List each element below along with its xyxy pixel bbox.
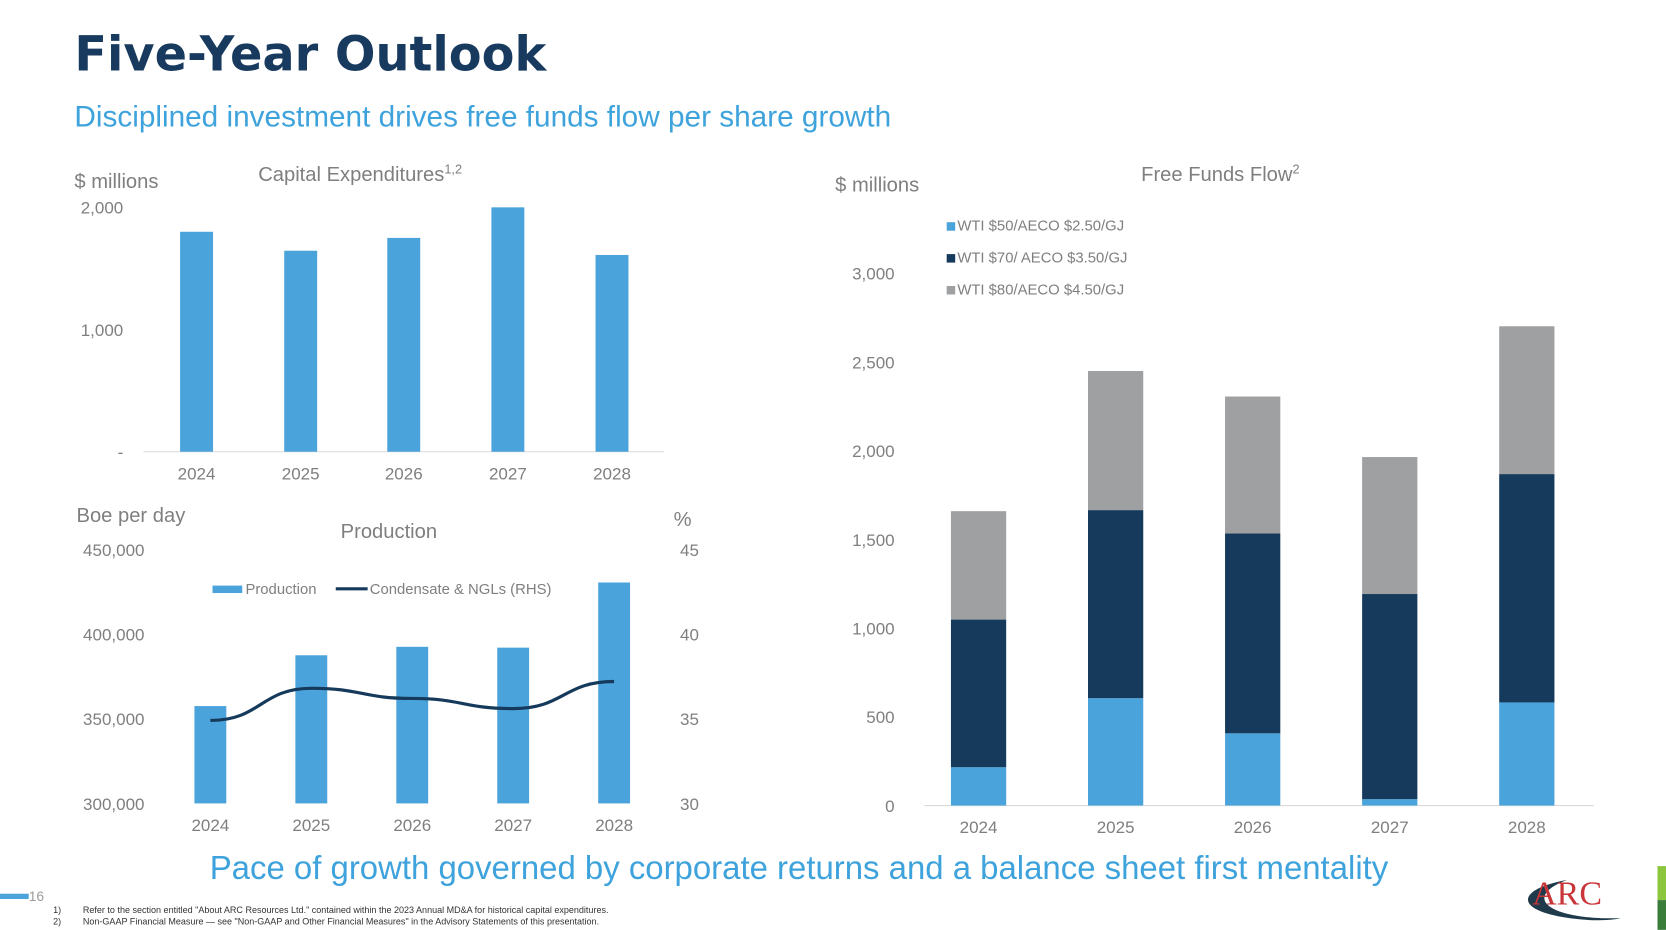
production-ytick-right: 35 — [680, 710, 699, 729]
bottom-statement: Pace of growth governed by corporate ret… — [210, 849, 1389, 886]
legend-wti80-label: WTI $80/AECO $4.50/GJ — [957, 282, 1124, 298]
fff-ytick: 0 — [885, 797, 894, 816]
capex-xtick: 2025 — [282, 464, 320, 483]
fff-bar-2028-series-2 — [1499, 326, 1555, 475]
fff-bar-2024-series-2 — [950, 511, 1007, 620]
production-xtick: 2025 — [292, 816, 330, 835]
capex-chart: $ millions Capital Expenditures1,2 - 1,00… — [74, 161, 665, 483]
footnote-1: Refer to the section entitled "About ARC… — [83, 905, 609, 915]
legend-wti80-swatch — [946, 285, 956, 295]
fff-xtick: 2024 — [960, 818, 998, 837]
page-title: Five-Year Outlook — [74, 27, 547, 82]
production-ytick-right: 30 — [680, 795, 699, 814]
capex-bar-2024 — [180, 231, 214, 452]
capex-xtick: 2024 — [178, 464, 216, 483]
capex-ytick: 1,000 — [81, 321, 124, 340]
production-ytick: 300,000 — [83, 795, 144, 814]
arc-logo: ARC — [1527, 875, 1621, 921]
brand-bar-lime — [1657, 866, 1666, 901]
production-bar-2026 — [396, 646, 429, 804]
capex-bar-2027 — [491, 207, 525, 452]
fff-bar-2027-series-1 — [1362, 594, 1418, 800]
fff-xtick: 2025 — [1097, 818, 1135, 837]
production-ylabel-right: % — [674, 509, 692, 531]
production-ytick-right: 40 — [680, 625, 699, 644]
fff-title: Free Funds Flow2 — [1141, 161, 1299, 185]
capex-xtick: 2026 — [385, 464, 423, 483]
production-bar-2025 — [295, 655, 328, 804]
production-title: Production — [341, 521, 437, 543]
production-ytick: 350,000 — [83, 710, 144, 729]
fff-bar-2026-series-2 — [1225, 396, 1281, 534]
capex-ytick: 2,000 — [81, 199, 124, 218]
footnote-1-num: 1) — [53, 905, 61, 915]
capex-bar-2028 — [595, 254, 629, 452]
fff-bar-2027-series-0 — [1362, 799, 1418, 806]
legend-production-swatch — [212, 585, 243, 594]
fff-bar-2026-series-0 — [1225, 733, 1281, 806]
fff-bar-2024-series-1 — [950, 619, 1007, 768]
fff-ytick: 500 — [866, 708, 894, 727]
legend-wti50-label: WTI $50/AECO $2.50/GJ — [957, 219, 1124, 235]
legend-condensate-label: Condensate & NGLs (RHS) — [370, 582, 552, 598]
fff-bar-2027-series-2 — [1362, 457, 1418, 595]
capex-bar-2026 — [387, 237, 421, 452]
legend-wti50-swatch — [946, 222, 956, 231]
production-bar-2028 — [598, 582, 631, 804]
production-chart: Boe per day % Production Production Cond… — [77, 505, 699, 835]
fff-xtick: 2026 — [1234, 818, 1272, 837]
fff-xtick: 2027 — [1371, 818, 1409, 837]
page-subtitle: Disciplined investment drives free funds… — [74, 101, 891, 134]
page-number: 16 — [29, 888, 45, 904]
production-ytick-right: 45 — [680, 541, 699, 560]
capex-xtick: 2027 — [489, 464, 527, 483]
capex-bar-2025 — [284, 250, 318, 452]
production-xtick: 2028 — [595, 816, 633, 835]
capex-xtick: 2028 — [593, 464, 631, 483]
fff-ylabel: $ millions — [835, 174, 919, 196]
legend-wti70-swatch — [946, 254, 956, 263]
fff-bar-2025-series-1 — [1088, 510, 1144, 699]
svg-text:ARC: ARC — [1532, 875, 1602, 912]
production-ylabel: Boe per day — [77, 505, 187, 527]
fff-ytick: 1,500 — [852, 531, 895, 550]
fff-bar-2025-series-0 — [1088, 698, 1144, 806]
fff-bar-2026-series-1 — [1225, 533, 1281, 734]
fff-xtick: 2028 — [1508, 818, 1546, 837]
production-bar-2027 — [497, 647, 530, 804]
fff-ytick: 3,000 — [852, 265, 895, 284]
production-xtick: 2026 — [393, 816, 431, 835]
production-ytick: 400,000 — [83, 625, 144, 644]
capex-ylabel: $ millions — [74, 171, 158, 193]
legend-wti70-label: WTI $70/ AECO $3.50/GJ — [957, 251, 1127, 267]
fff-bar-2025-series-2 — [1088, 370, 1144, 511]
production-xtick: 2027 — [494, 816, 532, 835]
fff-ytick: 1,000 — [852, 619, 895, 638]
footnote-2: Non-GAAP Financial Measure — see "Non-GA… — [83, 917, 599, 927]
capex-ytick: - — [118, 443, 124, 462]
page-marker — [0, 893, 29, 900]
footnote-2-num: 2) — [53, 917, 61, 927]
condensate-line — [210, 679, 615, 723]
production-ytick: 450,000 — [83, 541, 144, 560]
production-xtick: 2024 — [191, 816, 229, 835]
fff-bar-2024-series-0 — [950, 767, 1007, 806]
fff-chart: $ millions Free Funds Flow2 WTI $50/AECO… — [835, 161, 1594, 837]
capex-title: Capital Expenditures1,2 — [258, 161, 462, 185]
fff-bar-2028-series-1 — [1499, 474, 1555, 703]
fff-bar-2028-series-0 — [1499, 702, 1555, 806]
legend-production-label: Production — [245, 582, 316, 598]
fff-ytick: 2,500 — [852, 353, 895, 372]
brand-bar-green — [1657, 900, 1666, 930]
production-bar-2024 — [194, 706, 227, 804]
fff-ytick: 2,000 — [852, 442, 895, 461]
